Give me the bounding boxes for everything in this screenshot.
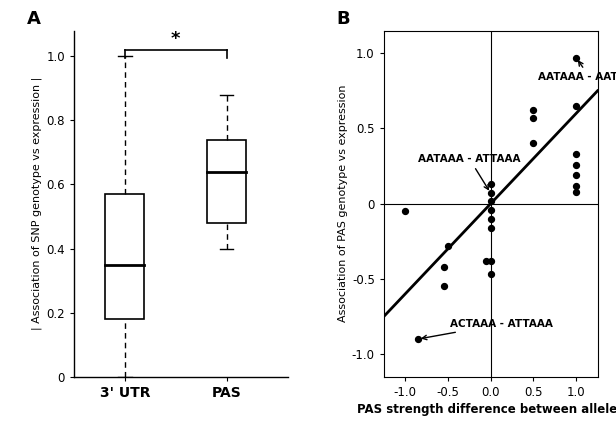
Point xyxy=(529,107,538,114)
Text: AATAAA - ATTAAA: AATAAA - ATTAAA xyxy=(418,154,521,190)
Point xyxy=(571,188,581,195)
Point xyxy=(529,114,538,121)
Bar xyxy=(105,194,144,319)
Text: A: A xyxy=(27,10,41,28)
Point xyxy=(571,172,581,179)
Text: B: B xyxy=(337,10,351,28)
Point xyxy=(486,271,496,278)
Point xyxy=(486,190,496,197)
Point xyxy=(486,180,496,187)
Point xyxy=(529,140,538,147)
Point xyxy=(439,283,448,290)
Point xyxy=(571,182,581,189)
Text: *: * xyxy=(171,30,180,48)
Point xyxy=(571,102,581,110)
Point xyxy=(486,215,496,222)
Text: AATAAA - AATGAA: AATAAA - AATGAA xyxy=(538,61,616,82)
Point xyxy=(482,258,492,265)
Point xyxy=(443,242,453,249)
Y-axis label: Association of PAS genotype vs expression: Association of PAS genotype vs expressio… xyxy=(338,85,347,322)
Point xyxy=(439,263,448,270)
Point xyxy=(486,224,496,231)
Point xyxy=(400,208,410,215)
Point xyxy=(571,161,581,168)
Y-axis label: | Association of SNP genotype vs expression |: | Association of SNP genotype vs express… xyxy=(31,77,42,330)
Point xyxy=(486,206,496,213)
Point xyxy=(571,54,581,61)
Point xyxy=(413,336,423,343)
Text: ACTAAA - ATTAAA: ACTAAA - ATTAAA xyxy=(422,319,553,340)
Bar xyxy=(207,140,246,223)
Point xyxy=(571,151,581,158)
X-axis label: PAS strength difference between alleles: PAS strength difference between alleles xyxy=(357,403,616,416)
Point xyxy=(486,197,496,204)
Point xyxy=(486,258,496,265)
